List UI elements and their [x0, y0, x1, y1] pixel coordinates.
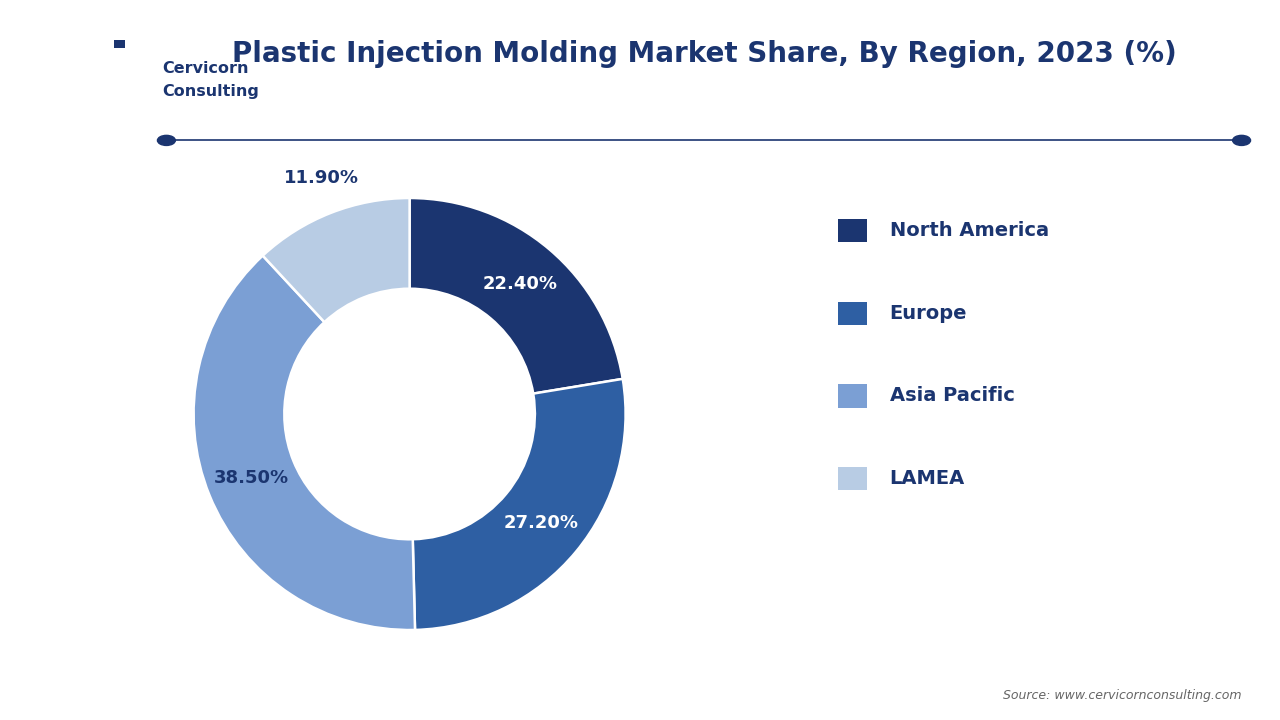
Wedge shape	[412, 379, 626, 630]
Text: Asia Pacific: Asia Pacific	[890, 387, 1015, 405]
Wedge shape	[262, 198, 410, 322]
Text: 27.20%: 27.20%	[503, 514, 579, 532]
Text: LAMEA: LAMEA	[890, 469, 965, 488]
Text: North America: North America	[890, 221, 1048, 240]
Text: Source: www.cervicornconsulting.com: Source: www.cervicornconsulting.com	[1004, 689, 1242, 702]
FancyBboxPatch shape	[114, 40, 125, 48]
Text: 38.50%: 38.50%	[214, 469, 289, 487]
Wedge shape	[410, 198, 623, 394]
Text: Plastic Injection Molding Market Share, By Region, 2023 (%): Plastic Injection Molding Market Share, …	[232, 40, 1176, 68]
Wedge shape	[193, 256, 415, 630]
Text: Europe: Europe	[890, 304, 968, 323]
FancyBboxPatch shape	[106, 33, 134, 53]
Text: Consulting: Consulting	[163, 84, 260, 99]
Text: Cervicorn: Cervicorn	[163, 61, 250, 76]
Text: 11.90%: 11.90%	[284, 169, 358, 187]
Text: 22.40%: 22.40%	[483, 275, 558, 293]
